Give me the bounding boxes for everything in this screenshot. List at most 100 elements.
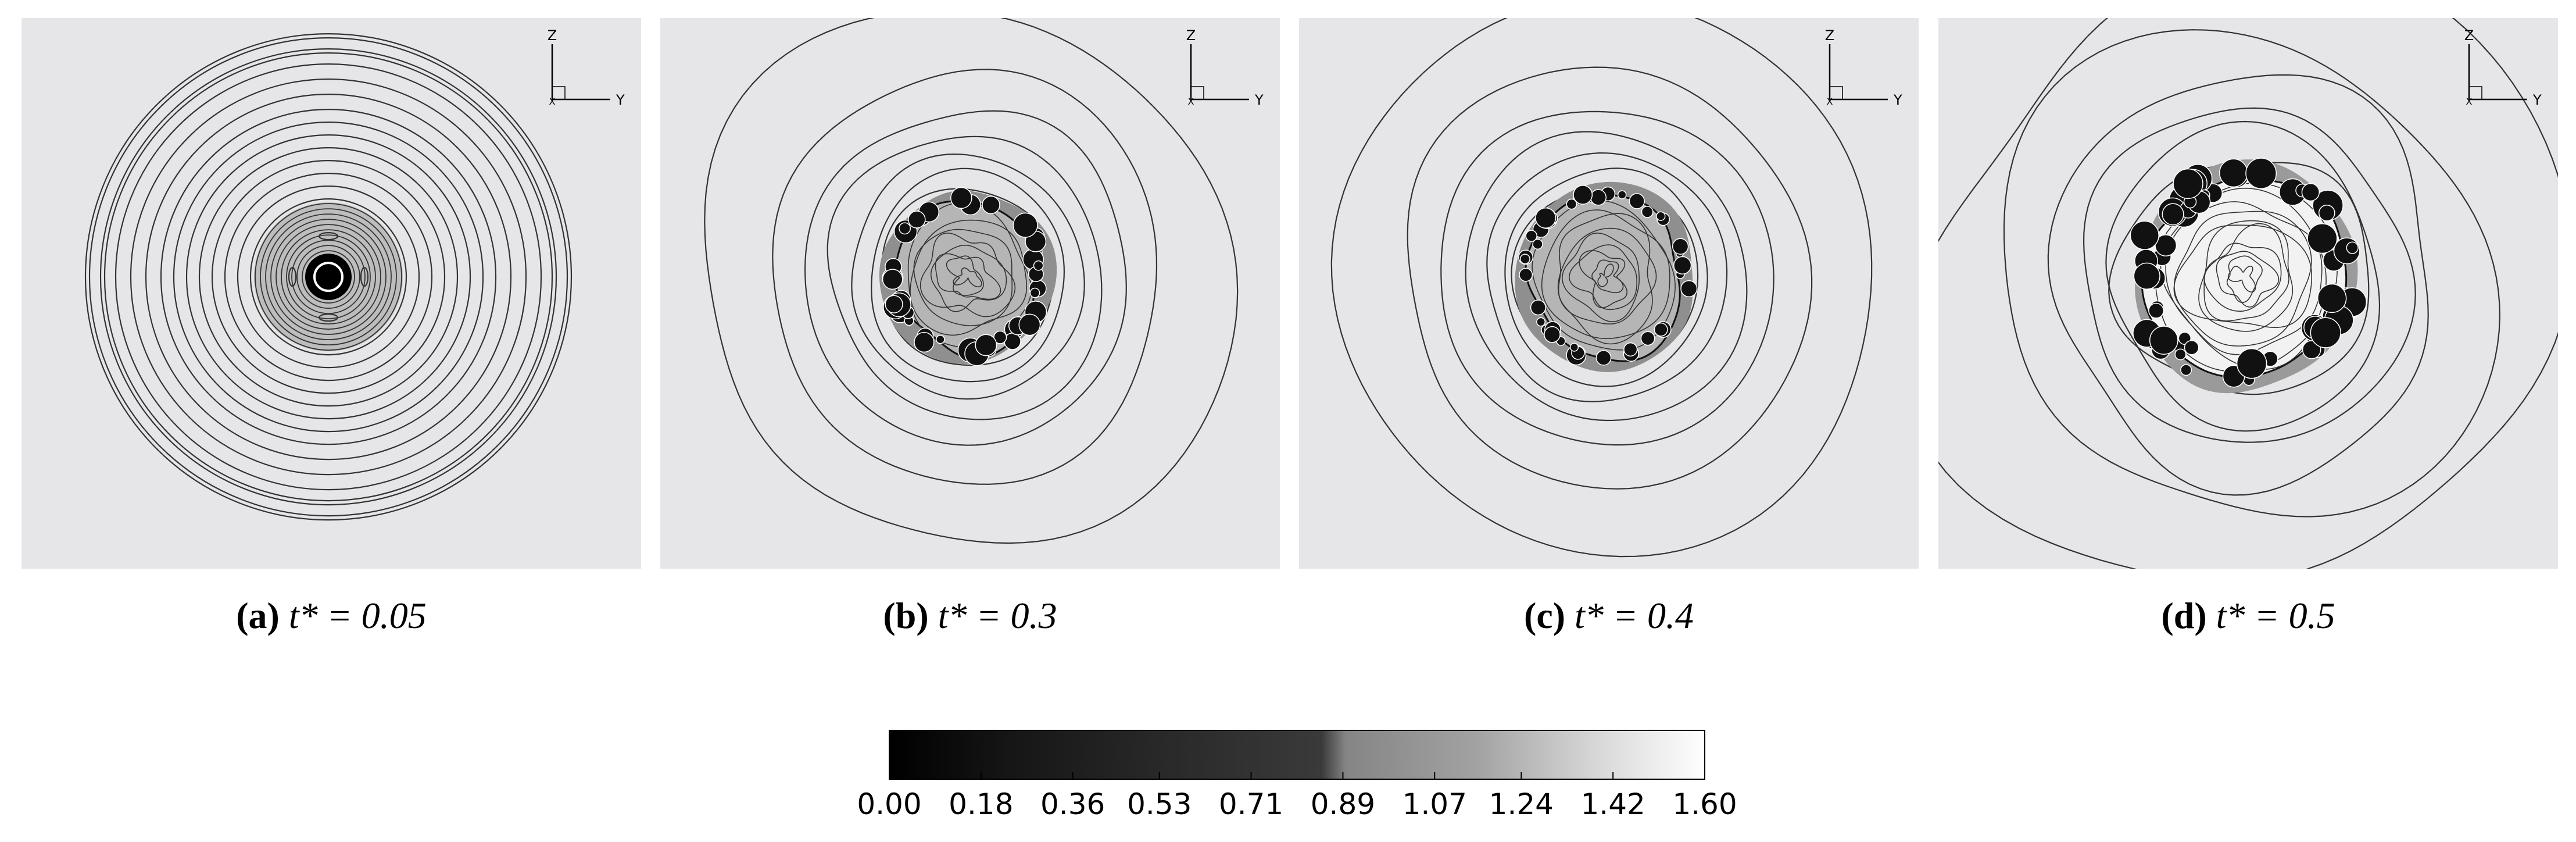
colorbar-tick-label: 0.89 <box>1311 787 1375 821</box>
blob <box>914 331 935 353</box>
contour-line <box>2083 107 2416 443</box>
contour-line <box>1504 167 1708 387</box>
contour-line <box>2173 224 2313 329</box>
contour-line <box>318 313 339 322</box>
triad-label: Y <box>1254 92 1264 108</box>
colorbar-tick-label: 0.71 <box>1219 787 1283 821</box>
caption-text: t* = 0.4 <box>1575 595 1694 636</box>
contour-line <box>1557 227 1657 324</box>
caption: (b) t* = 0.3 <box>883 595 1057 636</box>
blob <box>2148 302 2164 319</box>
contour-line <box>115 63 542 491</box>
contour-plot <box>1330 18 1873 558</box>
panel: Z Y X (a) t* = 0.05 <box>22 18 641 636</box>
blob <box>1018 313 1041 336</box>
caption-label: (d) <box>2161 595 2206 636</box>
blob <box>899 222 911 235</box>
caption-text: t* = 0.3 <box>938 595 1057 636</box>
caption-label: (b) <box>883 595 928 636</box>
blob <box>2302 340 2321 359</box>
blob <box>1532 238 1543 250</box>
contour-line <box>1569 244 1637 311</box>
blob <box>2130 220 2159 250</box>
contour-line <box>276 224 381 330</box>
contour-line <box>99 48 557 506</box>
colorbar-tick-label: 1.60 <box>1672 787 1737 821</box>
blob <box>2180 364 2192 376</box>
blob <box>1530 299 1546 316</box>
contour-line <box>1558 213 1653 345</box>
colorbar-tick-label: 0.00 <box>857 787 921 821</box>
contour-line <box>1591 259 1624 294</box>
contour-line <box>913 229 1013 326</box>
contour-line <box>1562 232 1640 323</box>
colorbar-tick-label: 0.18 <box>949 787 1013 821</box>
contour-line <box>772 69 1158 485</box>
blob <box>1672 238 1689 255</box>
triad-label: X <box>549 96 556 107</box>
contour-line <box>1938 18 2558 569</box>
contour-line <box>265 213 392 340</box>
axis-triad <box>551 44 610 101</box>
caption: (d) t* = 0.5 <box>2161 595 2335 636</box>
blob <box>1590 189 1607 206</box>
caption-label: (a) <box>236 595 280 636</box>
blob <box>2184 340 2199 355</box>
contour-line <box>920 232 1016 317</box>
contour-plot <box>704 18 1239 544</box>
triad-label: X <box>1827 96 1833 107</box>
blob <box>2245 158 2277 189</box>
contour-line <box>281 229 376 324</box>
colorbar-tick-label: 0.36 <box>1040 787 1105 821</box>
core <box>305 254 352 301</box>
blob <box>2174 348 2187 361</box>
blob <box>1640 331 1655 346</box>
contour-line <box>2216 251 2280 308</box>
contour-line <box>871 167 1065 383</box>
blob <box>2162 203 2184 226</box>
contour-line <box>935 253 1001 300</box>
contour-line <box>953 267 982 288</box>
blob <box>2236 348 2267 379</box>
contour-line <box>185 134 471 420</box>
contour-line <box>910 219 1028 336</box>
contour-line <box>2198 220 2294 332</box>
blob <box>1595 349 1612 366</box>
contour-line <box>173 121 484 433</box>
contour-line <box>1597 263 1614 287</box>
blob <box>2149 326 2178 355</box>
contour-line <box>237 185 420 369</box>
contour-line <box>318 231 339 241</box>
blob <box>1680 280 1698 298</box>
colorbar <box>889 730 1705 780</box>
contour-line <box>2047 74 2429 496</box>
contour-line <box>804 110 1127 446</box>
colorbar-tick-label: 1.07 <box>1403 787 1467 821</box>
blob <box>1519 254 1530 265</box>
contour-line <box>211 159 446 394</box>
blob <box>885 295 903 313</box>
contour-line <box>704 18 1239 544</box>
contour-line <box>260 208 397 345</box>
blob <box>1569 342 1579 352</box>
blob <box>1617 190 1627 199</box>
blob <box>882 269 903 290</box>
contour-plot <box>1938 18 2558 569</box>
axis-triad <box>2468 44 2527 101</box>
contour-line <box>1579 250 1627 308</box>
contour-line <box>103 52 553 502</box>
caption: (c) t* = 0.4 <box>1524 595 1694 636</box>
contour-line <box>2165 201 2323 355</box>
blob <box>1641 205 1654 218</box>
triad-label: X <box>2466 96 2473 107</box>
blob <box>1525 230 1537 242</box>
contour-line <box>249 198 407 356</box>
blob <box>1673 256 1692 275</box>
contour-line <box>198 147 459 407</box>
contour-line <box>2105 120 2381 432</box>
panel: Z Y X (c) t* = 0.4 <box>1299 18 1919 636</box>
blob <box>1629 193 1645 209</box>
triad-label: Z <box>1186 27 1196 44</box>
blob <box>975 334 997 356</box>
